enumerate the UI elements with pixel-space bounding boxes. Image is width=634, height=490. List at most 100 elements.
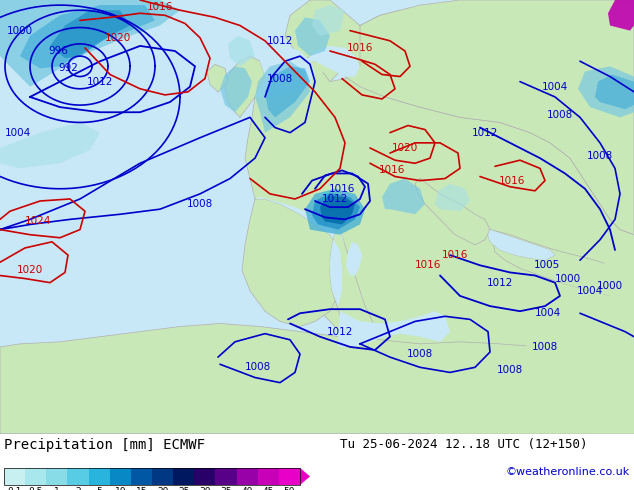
- Bar: [173, 468, 194, 485]
- Text: 50: 50: [283, 487, 295, 490]
- Text: 1016: 1016: [347, 43, 373, 53]
- Polygon shape: [338, 338, 355, 350]
- Text: 45: 45: [262, 487, 274, 490]
- Polygon shape: [245, 56, 634, 434]
- Text: 992: 992: [58, 63, 78, 74]
- Text: 1008: 1008: [587, 151, 613, 161]
- Polygon shape: [255, 61, 310, 133]
- Bar: [67, 468, 89, 485]
- Text: 1020: 1020: [17, 266, 43, 275]
- Text: 1020: 1020: [392, 143, 418, 153]
- Text: 1016: 1016: [442, 250, 468, 260]
- Polygon shape: [608, 0, 634, 30]
- Text: 1008: 1008: [497, 366, 523, 375]
- Text: 20: 20: [157, 487, 168, 490]
- Text: 1005: 1005: [534, 260, 560, 270]
- Text: 1000: 1000: [7, 25, 33, 36]
- Bar: [25, 468, 46, 485]
- Text: 30: 30: [199, 487, 210, 490]
- Polygon shape: [360, 10, 430, 61]
- Text: 1016: 1016: [415, 260, 441, 270]
- Polygon shape: [255, 46, 315, 97]
- Polygon shape: [415, 178, 490, 245]
- Bar: [279, 468, 300, 485]
- Bar: [89, 468, 110, 485]
- Polygon shape: [329, 258, 337, 275]
- Polygon shape: [220, 66, 252, 112]
- Text: 1008: 1008: [187, 199, 213, 209]
- Text: 1012: 1012: [87, 76, 113, 87]
- Text: 0.5: 0.5: [29, 487, 43, 490]
- Text: 1: 1: [54, 487, 60, 490]
- Text: 996: 996: [48, 46, 68, 56]
- Polygon shape: [225, 56, 265, 117]
- Polygon shape: [255, 197, 345, 306]
- Text: Precipitation [mm] ECMWF: Precipitation [mm] ECMWF: [4, 438, 205, 452]
- Polygon shape: [207, 64, 228, 92]
- Polygon shape: [330, 230, 375, 342]
- Polygon shape: [295, 17, 330, 56]
- Polygon shape: [488, 230, 555, 260]
- Polygon shape: [345, 0, 634, 235]
- Polygon shape: [242, 199, 345, 326]
- Text: 40: 40: [242, 487, 253, 490]
- Text: 1004: 1004: [535, 308, 561, 318]
- Text: 1012: 1012: [322, 194, 348, 204]
- Polygon shape: [305, 61, 325, 82]
- Text: 1008: 1008: [547, 110, 573, 121]
- Text: 0.1: 0.1: [8, 487, 22, 490]
- Text: 1008: 1008: [407, 349, 433, 359]
- Polygon shape: [382, 178, 425, 214]
- Polygon shape: [338, 311, 450, 347]
- Text: 25: 25: [178, 487, 190, 490]
- Text: 1008: 1008: [532, 342, 558, 352]
- Text: 1008: 1008: [267, 74, 293, 84]
- Text: 1012: 1012: [327, 327, 353, 337]
- Text: 1016: 1016: [329, 184, 355, 194]
- Bar: [4, 468, 300, 485]
- Text: 1016: 1016: [378, 166, 405, 175]
- Bar: [4, 468, 25, 485]
- Text: Tu 25-06-2024 12..18 UTC (12+150): Tu 25-06-2024 12..18 UTC (12+150): [340, 438, 588, 451]
- Text: 1012: 1012: [267, 36, 293, 46]
- Text: ©weatheronline.co.uk: ©weatheronline.co.uk: [506, 467, 630, 477]
- Text: 1000: 1000: [597, 281, 623, 291]
- Polygon shape: [312, 193, 360, 230]
- Bar: [194, 468, 216, 485]
- Polygon shape: [595, 74, 634, 109]
- Text: 2: 2: [75, 487, 81, 490]
- Text: 1004: 1004: [5, 128, 31, 138]
- Text: 35: 35: [220, 487, 232, 490]
- Text: 1004: 1004: [542, 82, 568, 92]
- Text: 1016: 1016: [499, 175, 525, 186]
- Text: 1016: 1016: [147, 2, 173, 12]
- Polygon shape: [578, 66, 634, 117]
- Polygon shape: [300, 468, 310, 485]
- Bar: [110, 468, 131, 485]
- Text: 1012: 1012: [472, 128, 498, 138]
- Polygon shape: [355, 66, 405, 97]
- Polygon shape: [320, 196, 355, 224]
- Polygon shape: [0, 0, 180, 87]
- Bar: [131, 468, 152, 485]
- Text: 1004: 1004: [577, 286, 603, 296]
- Polygon shape: [312, 5, 345, 36]
- Polygon shape: [430, 235, 634, 434]
- Polygon shape: [0, 122, 100, 169]
- Text: 1012: 1012: [487, 278, 513, 288]
- Polygon shape: [285, 0, 380, 82]
- Polygon shape: [316, 275, 328, 296]
- Text: 5: 5: [96, 487, 102, 490]
- Text: 1008: 1008: [245, 362, 271, 372]
- Text: 15: 15: [136, 487, 147, 490]
- Polygon shape: [435, 184, 470, 211]
- Text: 10: 10: [115, 487, 126, 490]
- Bar: [257, 468, 279, 485]
- Bar: [46, 468, 67, 485]
- Text: 1000: 1000: [555, 273, 581, 284]
- Polygon shape: [20, 5, 155, 69]
- Polygon shape: [228, 36, 255, 66]
- Text: 1020: 1020: [105, 33, 131, 43]
- Bar: [236, 468, 257, 485]
- Bar: [216, 468, 236, 485]
